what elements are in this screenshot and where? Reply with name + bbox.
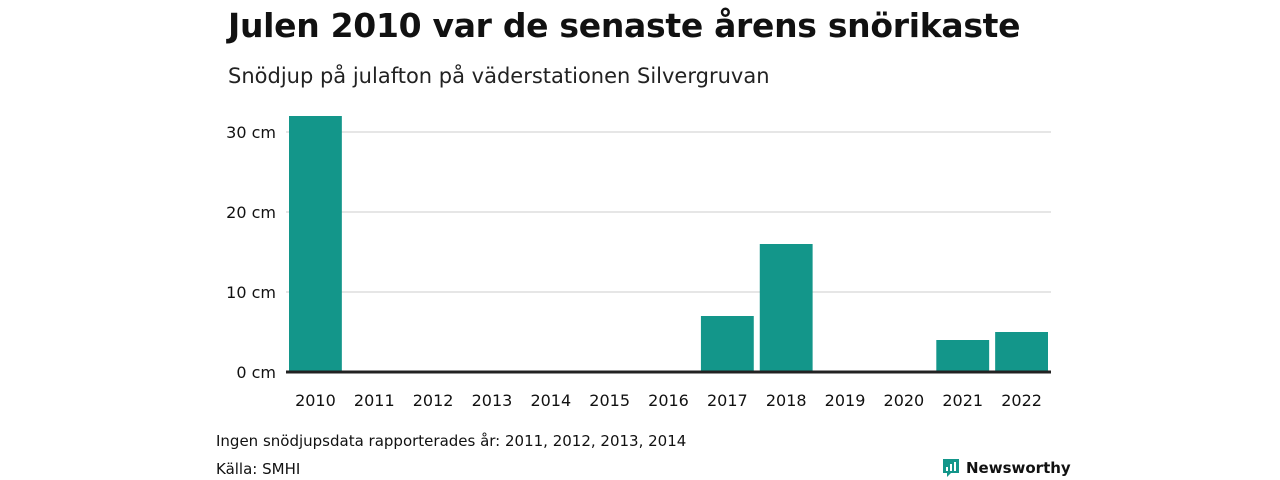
y-tick-label: 10 cm [226, 283, 276, 302]
bar-layer [289, 116, 1048, 372]
grid-layer [286, 131, 1051, 293]
footnote: Ingen snödjupsdata rapporterades år: 201… [216, 432, 687, 450]
newsworthy-logo-icon [943, 459, 959, 477]
x-tick-label: 2016 [648, 391, 689, 410]
x-tick-label: 2015 [589, 391, 630, 410]
x-tick-label: 2012 [413, 391, 454, 410]
x-tick-label: 2013 [472, 391, 513, 410]
label-layer: 0 cm 10 cm 20 cm 30 cm 2010 2011 2012 2013 2014 2… [226, 123, 1042, 410]
x-tick-label: 2017 [707, 391, 748, 410]
bar [995, 332, 1048, 372]
brand-logo[interactable]: Newsworthy [942, 458, 1071, 478]
x-tick-label: 2022 [1001, 391, 1042, 410]
chart-title: Julen 2010 var de senaste årens snörikas… [228, 6, 1021, 45]
bar [936, 340, 990, 372]
bar [759, 244, 813, 372]
x-tick-label: 2021 [942, 391, 983, 410]
x-tick-label: 2020 [884, 391, 925, 410]
brand-name: Newsworthy [966, 459, 1071, 477]
chart-subtitle: Snödjup på julafton på väderstationen Si… [228, 64, 770, 88]
x-tick-label: 2018 [766, 391, 807, 410]
bar-chart: 0 cm 10 cm 20 cm 30 cm 2010 2011 2012 2013 2014 2… [226, 116, 1051, 410]
source-note: Källa: SMHI [216, 460, 301, 478]
x-tick-label: 2014 [530, 391, 571, 410]
y-tick-label: 20 cm [226, 203, 276, 222]
x-tick-label: 2019 [825, 391, 866, 410]
x-tick-label: 2011 [354, 391, 395, 410]
y-tick-label: 0 cm [236, 363, 276, 382]
bar [700, 316, 754, 372]
x-tick-label: 2010 [295, 391, 336, 410]
bar [289, 116, 342, 372]
y-tick-label: 30 cm [226, 123, 276, 142]
